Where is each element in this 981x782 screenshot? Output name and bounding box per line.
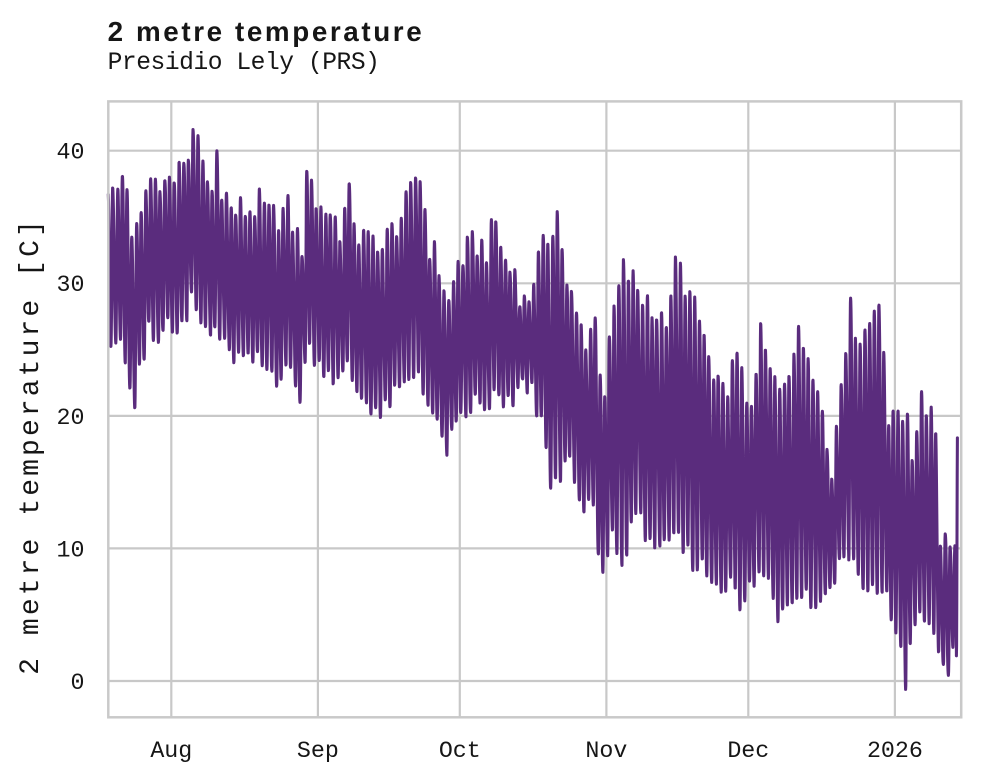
svg-text:40: 40 <box>57 140 85 166</box>
svg-text:2 metre temperature [C]: 2 metre temperature [C] <box>16 217 47 675</box>
svg-text:Oct: Oct <box>439 738 481 764</box>
svg-text:20: 20 <box>57 405 85 431</box>
svg-text:Dec: Dec <box>727 738 769 764</box>
svg-text:Aug: Aug <box>150 738 192 764</box>
svg-text:Presidio Lely (PRS): Presidio Lely (PRS) <box>108 50 380 77</box>
svg-text:30: 30 <box>57 272 85 298</box>
svg-text:0: 0 <box>71 670 85 696</box>
svg-text:Nov: Nov <box>585 738 627 764</box>
svg-text:10: 10 <box>57 537 85 563</box>
svg-text:2026: 2026 <box>867 738 923 764</box>
svg-text:Sep: Sep <box>297 738 339 764</box>
svg-text:2 metre temperature: 2 metre temperature <box>108 16 425 47</box>
